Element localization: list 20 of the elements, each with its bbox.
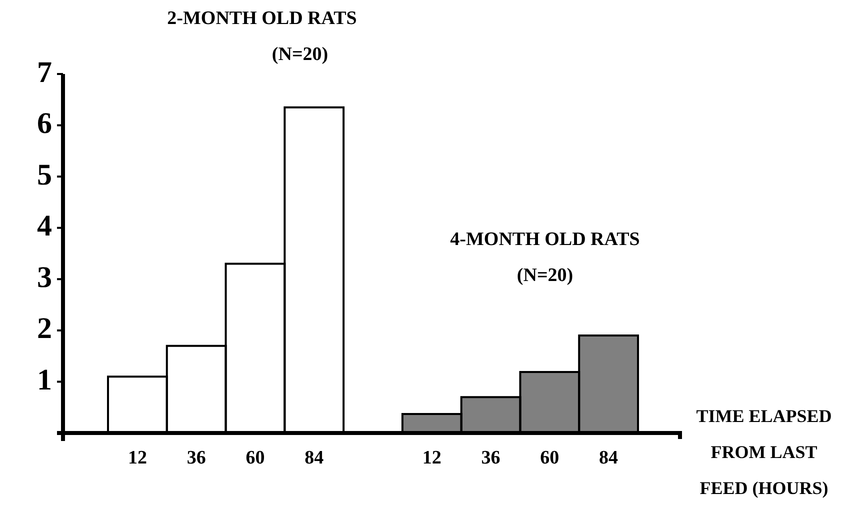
x-tick-label: 36	[186, 447, 206, 468]
y-tick-label: 1	[37, 363, 52, 396]
annotation: (N=20)	[516, 265, 574, 287]
y-tick-label: 4	[37, 210, 52, 243]
x-tick-label: 84	[599, 447, 619, 468]
y-tick-label: 7	[37, 56, 52, 89]
x-tick-label: 84	[304, 447, 324, 468]
x-tick-label: 60	[246, 447, 265, 468]
text: (N=20)	[272, 44, 328, 66]
y-tick-label: 5	[37, 158, 52, 192]
annotation: 4-MONTH OLD RATS	[450, 229, 640, 251]
y-tick-label: 3	[37, 260, 52, 294]
x-tick-label: 36	[481, 447, 500, 468]
x-tick-label: 12	[422, 447, 442, 468]
x-tick-label: 60	[540, 447, 560, 468]
x-axis-title: TIME ELAPSED FROM LAST FEED (HOURS)	[695, 405, 833, 500]
y-tick-label: 6	[37, 107, 52, 140]
x-tick-label: 12	[128, 447, 147, 468]
text: 2-MONTH OLD RATS	[167, 8, 357, 30]
y-tick-label: 2	[37, 312, 52, 346]
